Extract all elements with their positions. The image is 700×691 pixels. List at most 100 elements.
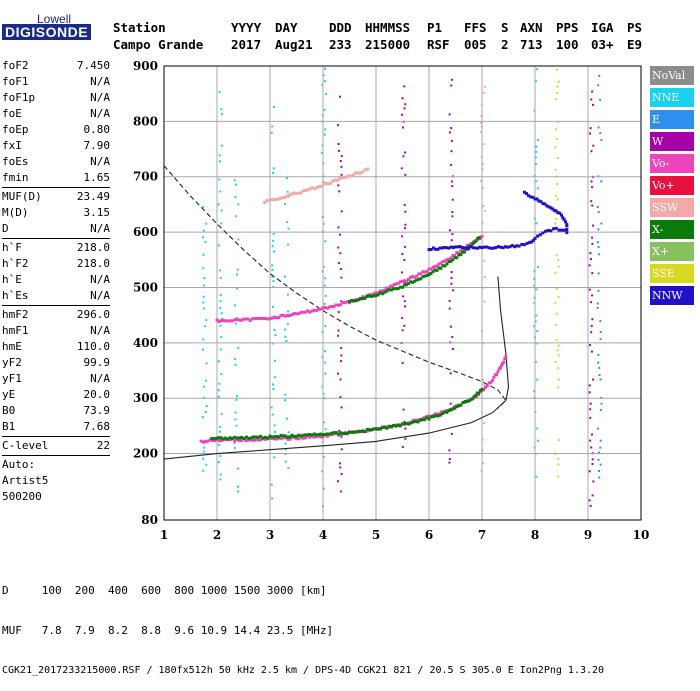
trace-point [270,316,274,320]
trace-point [275,437,279,441]
trace-point [270,198,273,202]
noise-point [448,299,451,302]
noise-point [283,275,286,278]
trace-point [441,264,445,268]
noise-point [598,74,601,77]
trace-point [399,280,402,284]
header-pps-label: PPS [556,20,579,35]
trace-point [361,429,365,433]
noise-point [589,416,592,419]
trace-point [345,175,348,179]
trace-point [345,300,349,304]
trace-point [510,244,514,248]
noise-point [596,206,599,209]
solid-profile-curve [163,276,510,460]
trace-point [443,246,446,249]
trace-point [337,432,340,436]
trace-point [475,391,479,395]
param-value: N/A [90,289,110,302]
trace-point [396,423,400,427]
noise-point [535,163,538,166]
noise-point [451,233,454,236]
noise-point [233,179,236,182]
noise-point [217,461,220,464]
x-tick-label: 4 [319,528,327,542]
noise-point [220,222,223,225]
distance-values: 100 200 400 600 800 1000 1500 3000 [km] [41,584,327,597]
noise-point [218,382,221,385]
trace-point [515,244,519,248]
trace-point [281,313,285,317]
noise-point [591,242,594,245]
noise-point [336,372,339,375]
trace-point [356,429,360,433]
trace-point [470,397,474,401]
noise-point [451,210,454,213]
y-tick-label: 800 [133,114,158,128]
trace-point [210,437,214,441]
legend-item-w: W [650,132,694,154]
trace-point [556,211,560,215]
noise-point [536,138,539,141]
noise-point [323,108,326,111]
trace-point [405,279,409,283]
trace-point [295,191,298,195]
noise-point [271,245,274,248]
trace-point [429,267,433,271]
trace-point [544,229,548,233]
noise-point [592,224,595,227]
trace-point [317,185,321,188]
noise-point [535,150,538,153]
noise-point [599,320,602,323]
noise-point [402,295,405,298]
trace-point [354,171,358,175]
trace-point [501,246,505,250]
trace-point [457,253,461,257]
trace-point [215,318,219,322]
trace-point [543,202,547,206]
trace-point [529,195,533,199]
trace-point [411,275,415,279]
model-curves [163,165,510,460]
noise-point [401,126,404,129]
noise-point [600,222,603,225]
trace-point [284,434,287,438]
noise-point [324,128,327,131]
trace-point [439,266,443,270]
noise-point [599,439,602,442]
distance-label: D [2,584,9,597]
trace-point [417,277,421,281]
trace-point [469,245,473,249]
trace-point [250,438,254,442]
noise-point [590,150,593,153]
trace-point [411,280,415,284]
trace-point [266,317,270,321]
trace-point [314,435,318,438]
noise-point [596,306,599,309]
y-tick-label: 300 [133,391,158,405]
trace-point [480,246,484,250]
trace-point [330,431,334,435]
trace-point [279,196,283,200]
param-value: N/A [90,91,110,104]
trace-point [416,420,420,424]
noise-point [235,287,238,290]
trace-point [441,260,445,264]
trace-point [233,435,237,439]
trace-point [275,435,279,438]
trace-point [219,436,223,440]
noise-point [286,190,289,193]
trace-point [237,318,241,322]
noise-point [286,323,289,326]
noise-point [535,475,538,478]
trace-point [438,246,442,250]
noise-point [202,206,205,209]
trace-point [277,435,281,439]
trace-point [286,313,290,317]
trace-point [447,409,451,413]
trace-point [217,320,221,323]
autoscaling-info: Auto: Artist5 500200 [2,457,110,505]
param-label: B1 [2,420,16,433]
noise-point [219,324,222,327]
noise-point [401,361,404,364]
